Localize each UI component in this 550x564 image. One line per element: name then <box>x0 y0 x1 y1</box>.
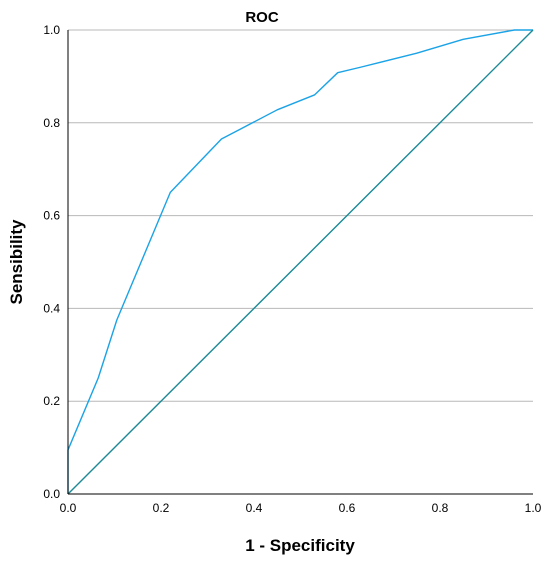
y-tick-label-0: 0.0 <box>43 487 60 501</box>
axes <box>67 30 533 495</box>
x-tick-label-3: 0.6 <box>339 501 356 515</box>
y-tick-label-5: 1.0 <box>43 23 60 37</box>
y-tick-label-1: 0.2 <box>43 394 60 408</box>
roc-curve-line <box>67 29 533 494</box>
chart-title: ROC <box>245 9 279 26</box>
x-tick-label-1: 0.2 <box>153 501 170 515</box>
y-tick-label-3: 0.6 <box>43 209 60 223</box>
gridlines <box>68 29 533 402</box>
y-tick-label-4: 0.8 <box>43 116 60 130</box>
y-axis-label: Sensibility <box>7 219 26 305</box>
reference-diagonal-line <box>67 29 534 495</box>
series-layer <box>67 29 534 495</box>
x-tick-label-5: 1.0 <box>525 501 542 515</box>
tick-labels: 0.0 0.2 0.4 0.6 0.8 1.0 0.0 0.2 0.4 0.6 0.8 1.0 <box>43 23 541 515</box>
x-axis-label: 1 - Specificity <box>245 536 355 555</box>
x-tick-label-4: 0.8 <box>432 501 449 515</box>
x-tick-label-0: 0.0 <box>60 501 77 515</box>
x-tick-label-2: 0.4 <box>246 501 263 515</box>
y-tick-label-2: 0.4 <box>43 301 60 315</box>
